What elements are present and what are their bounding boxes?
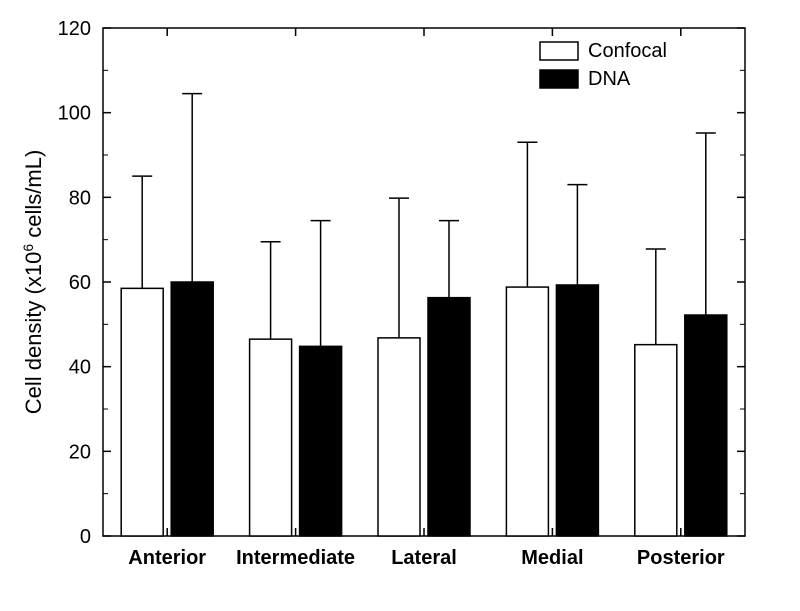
y-tick-label: 60 (69, 272, 91, 294)
x-category-label: Lateral (391, 547, 457, 569)
x-category-label: Intermediate (236, 547, 355, 569)
bar-dna (300, 346, 342, 536)
x-category-label: Anterior (128, 547, 206, 569)
bar-dna (685, 315, 727, 536)
bar-confocal (121, 288, 163, 536)
x-category-label: Medial (521, 547, 583, 569)
y-tick-label: 80 (69, 187, 91, 209)
y-tick-label: 0 (80, 526, 91, 548)
legend-swatch-dna (540, 70, 578, 88)
y-tick-label: 40 (69, 357, 91, 379)
bar-confocal (378, 338, 420, 536)
y-tick-label: 20 (69, 441, 91, 463)
bar-dna (556, 285, 598, 536)
legend-label-confocal: Confocal (588, 40, 667, 62)
x-category-label: Posterior (637, 547, 725, 569)
legend-label-dna: DNA (588, 68, 631, 90)
chart-container: 0 20 40 60 80 100 120 Cell density (x106 cells/… (0, 0, 800, 611)
y-tick-label: 100 (58, 103, 91, 125)
bar-dna (428, 298, 470, 536)
y-axis-label: Cell density (x106 cells/mL) (20, 150, 46, 415)
bar-confocal (250, 339, 292, 536)
cell-density-bar-chart: 0 20 40 60 80 100 120 Cell density (x106 cells/… (0, 0, 800, 611)
bar-confocal (506, 287, 548, 536)
bar-dna (171, 282, 213, 536)
bar-confocal (635, 345, 677, 536)
legend-swatch-confocal (540, 42, 578, 60)
y-tick-label: 120 (58, 18, 91, 40)
